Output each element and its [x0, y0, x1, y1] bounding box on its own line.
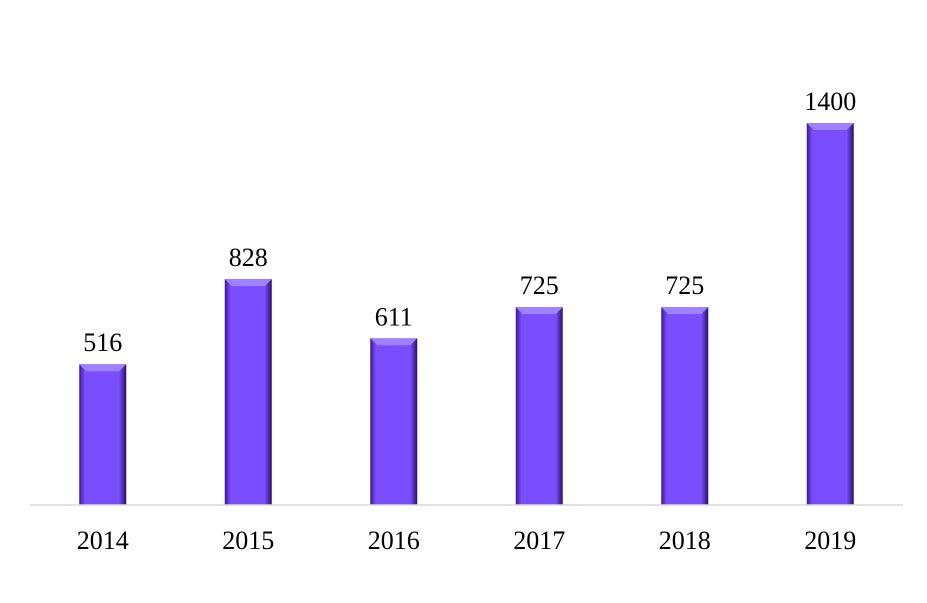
value-label-2019: 1400: [804, 87, 856, 116]
value-label-2016: 611: [375, 302, 413, 331]
value-label-2015: 828: [229, 243, 268, 272]
value-labels-group: 516 828 611 725 725 1400: [83, 87, 856, 357]
category-label-2015: 2015: [222, 526, 274, 555]
value-label-2017: 725: [520, 271, 559, 300]
category-label-2019: 2019: [804, 526, 856, 555]
value-label-2018: 725: [665, 271, 704, 300]
bar-2017: [515, 307, 563, 505]
category-label-2018: 2018: [659, 526, 711, 555]
bars-group: [79, 123, 854, 505]
bar-top-bevel-2014: [79, 364, 127, 372]
bar-2015: [224, 279, 272, 505]
bar-2014: [79, 364, 127, 505]
bar-2018: [661, 307, 709, 505]
bar-2016: [370, 338, 418, 505]
category-label-2014: 2014: [77, 526, 129, 555]
bar-top-bevel-2015: [224, 279, 272, 287]
category-label-2017: 2017: [513, 526, 565, 555]
bar-2019: [806, 123, 854, 505]
bar-top-bevel-2016: [370, 338, 418, 346]
bar-top-bevel-2018: [661, 307, 709, 315]
category-label-2016: 2016: [368, 526, 420, 555]
bar-top-bevel-2019: [806, 123, 854, 130]
bar-top-bevel-2017: [515, 307, 563, 315]
category-labels-group: 2014 2015 2016 2017 2018 2019: [77, 526, 857, 555]
value-label-2014: 516: [83, 328, 122, 357]
